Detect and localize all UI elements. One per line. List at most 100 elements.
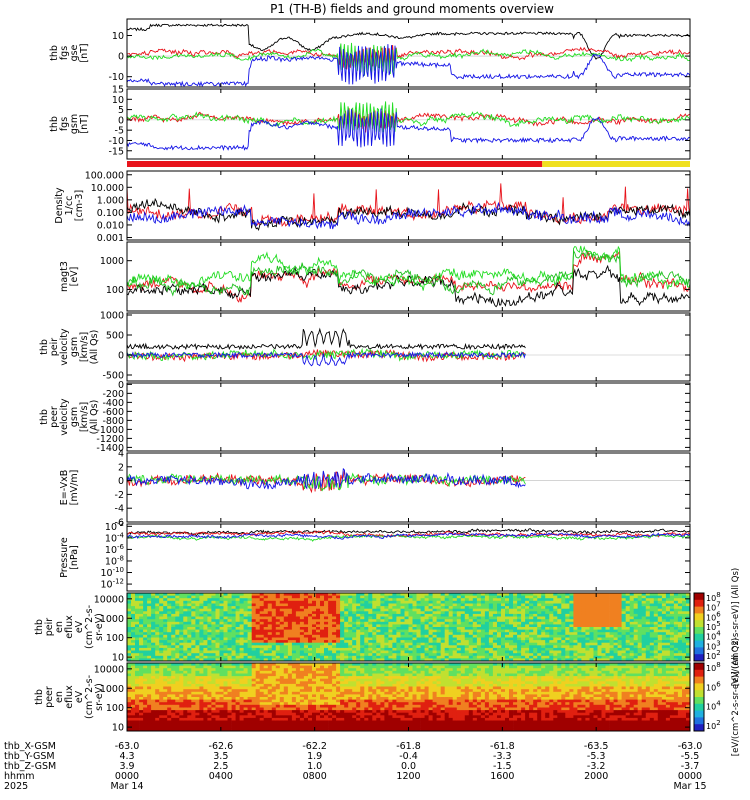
heatmap-cell [444,613,450,617]
heatmap-cell [545,647,550,651]
heatmap-cell [167,621,172,625]
heatmap-cell [235,689,240,693]
heatmap-cell [388,640,393,644]
heatmap-cell [545,616,550,620]
heatmap-cell [155,621,160,625]
heatmap-cell [637,598,643,602]
heatmap-cell [444,642,450,646]
heatmap-cell [279,598,285,602]
heatmap-cell [231,637,236,641]
heatmap-cell [557,629,562,633]
heatmap-cell [585,613,590,617]
heatmap-cell [464,645,470,649]
heatmap-cell [324,686,329,690]
heatmap-cell [537,645,542,649]
heatmap-cell [340,603,345,607]
heatmap-cell [617,595,622,599]
heatmap-cell [283,653,289,657]
heatmap-cell [312,611,317,615]
heatmap-cell [657,632,663,636]
heatmap-cell [279,624,285,628]
heatmap-cell [295,653,301,657]
heatmap-cell [468,608,474,612]
heatmap-cell [380,624,385,628]
heatmap-cell [505,600,510,604]
heatmap-cell [605,634,610,638]
heatmap-cell [255,668,261,672]
heatmap-cell [259,720,265,724]
heatmap-cell [215,598,220,602]
heatmap-cell [665,629,671,633]
heatmap-cell [682,637,687,641]
heatmap-cell [135,717,140,721]
heatmap-cell [271,645,277,649]
heatmap-cell [509,653,514,657]
heatmap-cell [549,621,554,625]
heatmap-cell [235,629,240,633]
heatmap-cell [428,593,433,596]
heatmap-cell [324,629,329,633]
heatmap-cell [267,673,273,677]
heatmap-cell [645,642,651,646]
heatmap-cell [211,642,216,646]
heatmap-cell [211,616,216,620]
heatmap-cell [215,606,220,610]
heatmap-cell [585,616,590,620]
heatmap-cell [633,606,639,610]
heatmap-cell [207,640,212,644]
heatmap-cell [404,647,409,651]
heatmap-cell [404,621,409,625]
heatmap-cell [372,645,377,649]
heatmap-cell [147,606,152,610]
heatmap-cell [211,637,216,641]
heatmap-cell [139,621,144,625]
heatmap-cell [275,624,281,628]
heatmap-cell [408,629,413,633]
heatmap-cell [492,600,498,604]
heatmap-cell [637,642,643,646]
heatmap-cell [187,689,192,693]
heatmap-cell [155,717,160,721]
heatmap-cell [629,647,635,651]
heatmap-cell [396,647,401,651]
heatmap-cell [312,665,317,669]
heatmap-cell [436,655,441,659]
heatmap-cell [295,598,301,602]
heatmap-cell [541,611,546,615]
heatmap-cell [440,658,446,662]
heatmap-cell [661,598,667,602]
heatmap-cell [291,712,297,716]
heatmap-cell [420,595,425,599]
heatmap-cell [135,665,140,669]
heatmap-cell [147,676,152,680]
heatmap-cell [332,655,337,659]
heatmap-cell [279,634,285,638]
heatmap-cell [175,681,180,685]
heatmap-cell [368,634,373,638]
heatmap-cell [247,647,252,651]
heatmap-cell [316,720,321,724]
heatmap-cell [320,634,325,638]
heatmap-cell [207,634,212,638]
heatmap-cell [360,655,365,659]
heatmap-cell [416,632,421,636]
heatmap-cell [380,645,385,649]
heatmap-cell [211,640,216,644]
heatmap-cell [279,673,285,677]
heatmap-cell [299,723,305,727]
heatmap-cell [259,600,265,604]
heatmap-cell [223,681,228,685]
heatmap-cell [533,642,538,646]
heatmap-cell [653,621,659,625]
heatmap-cell [312,595,317,599]
heatmap-cell [388,655,393,659]
heatmap-cell [613,647,618,651]
heatmap-cell [376,629,381,633]
heatmap-cell [215,655,220,659]
heatmap-cell [199,645,204,649]
heatmap-cell [163,670,168,674]
heatmap-cell [356,595,361,599]
heatmap-cell [127,670,132,674]
heatmap-cell [593,608,598,612]
heatmap-cell [151,619,156,623]
